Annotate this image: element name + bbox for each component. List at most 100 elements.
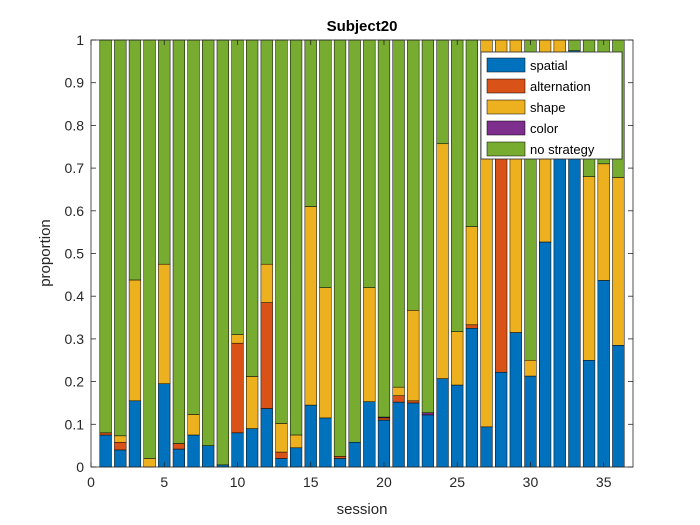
bar-segment-alternation-session-12 (260, 302, 273, 409)
bar-segment-spatial-session-27 (480, 426, 493, 468)
bar-segment-spatial-session-7 (187, 434, 200, 468)
bar-segment-alternation-session-2 (114, 441, 127, 451)
bar-segment-no-strategy-session-5 (158, 39, 171, 265)
x-tick-label: 10 (230, 474, 246, 490)
y-tick-label: 0.2 (65, 374, 85, 390)
bar-segment-spatial-session-1 (99, 434, 112, 468)
bar-segment-alternation-session-20 (377, 417, 391, 421)
bar-segment-no-strategy-session-12 (260, 39, 273, 265)
bar-segment-alternation-session-26 (465, 324, 478, 329)
bar-segment-no-strategy-session-25 (451, 39, 464, 332)
bar-segment-shape-session-7 (187, 414, 200, 436)
x-tick-label: 5 (160, 474, 168, 490)
bar-segment-spatial-session-11 (246, 428, 259, 468)
legend-label-no-strategy: no strategy (530, 142, 595, 157)
bar-segment-spatial-session-17 (333, 458, 347, 468)
bar-segment-alternation-session-28 (495, 144, 508, 373)
bar-segment-spatial-session-12 (260, 408, 273, 468)
bar-segment-no-strategy-session-6 (172, 39, 185, 444)
y-tick-label: 0.7 (65, 160, 85, 176)
bar-segment-shape-session-2 (114, 435, 127, 443)
bar-segment-alternation-session-10 (231, 342, 244, 434)
bar-segment-shape-session-16 (319, 287, 332, 419)
y-tick-label: 0 (76, 459, 84, 475)
legend-swatch-shape (486, 99, 526, 115)
bar-segment-no-strategy-session-9 (216, 39, 229, 466)
bar-segment-shape-session-21 (392, 386, 405, 396)
x-tick-label: 30 (523, 474, 539, 490)
bar-segment-spatial-session-19 (363, 401, 376, 468)
bar-segment-no-strategy-session-19 (363, 39, 376, 288)
legend-swatch-alternation (486, 78, 526, 94)
bar-segment-spatial-session-6 (172, 448, 185, 468)
bar-segment-no-strategy-session-22 (407, 39, 420, 311)
bar-segment-no-strategy-session-33 (568, 39, 581, 51)
axes-group: 0 5 10 15 20 25 30 35 0 0.1 0.2 0.3 0.4 0.5 0.6 0.7 0.8 0… (65, 32, 633, 490)
bar-segment-spatial-session-22 (407, 402, 420, 468)
bar-segment-spatial-session-15 (304, 404, 317, 468)
x-tick-label: 15 (303, 474, 319, 490)
bar-segment-spatial-session-28 (495, 371, 508, 468)
bar-segment-shape-session-25 (451, 331, 464, 386)
bar-segment-spatial-session-18 (348, 441, 361, 468)
legend-label-alternation: alternation (530, 79, 591, 94)
bar-segment-no-strategy-session-21 (392, 39, 405, 388)
bar-segment-shape-session-14 (289, 434, 303, 449)
legend: spatial alternation shape color no strategy (480, 51, 623, 160)
bar-segment-spatial-session-13 (275, 458, 288, 468)
bar-segment-spatial-session-14 (289, 447, 303, 468)
bar-segment-no-strategy-session-14 (289, 39, 303, 436)
bar-segment-spatial-session-34 (582, 360, 596, 468)
bar-segment-shape-session-36 (612, 177, 625, 346)
bar-segment-spatial-session-2 (114, 449, 127, 468)
bar-segment-shape-session-19 (363, 287, 376, 402)
bar-segment-spatial-session-3 (128, 400, 142, 468)
bar-segment-shape-session-34 (582, 176, 596, 361)
bar-segment-no-strategy-session-23 (421, 39, 435, 414)
bar-segment-no-strategy-session-1 (99, 39, 112, 434)
legend-swatch-spatial (486, 57, 526, 73)
bar-segment-shape-session-4 (143, 458, 156, 468)
bar-segment-spatial-session-31 (539, 241, 552, 468)
bar-segment-no-strategy-session-3 (128, 39, 142, 281)
x-tick-label: 35 (596, 474, 612, 490)
y-tick-label: 0.6 (65, 203, 85, 219)
bar-segment-spatial-session-29 (509, 332, 522, 468)
bar-segment-no-strategy-session-10 (231, 39, 244, 335)
x-axis-label: session (337, 501, 388, 518)
y-tick-label: 0.5 (65, 246, 85, 262)
legend-label-spatial: spatial (530, 58, 568, 73)
x-tick-label: 25 (449, 474, 465, 490)
bar-segment-shape-session-15 (304, 206, 317, 406)
bar-segment-no-strategy-session-18 (348, 39, 361, 443)
bar-segment-no-strategy-session-17 (333, 39, 347, 457)
bar-segment-spatial-session-25 (451, 384, 464, 468)
legend-swatch-color (486, 120, 526, 136)
bar-segment-shape-session-5 (158, 263, 171, 384)
y-tick-label: 0.8 (65, 117, 85, 133)
bar-segment-alternation-session-6 (172, 443, 185, 450)
bar-segment-shape-session-24 (436, 143, 449, 379)
x-tick-label: 0 (87, 474, 95, 490)
bar-segment-no-strategy-session-15 (304, 39, 317, 207)
y-axis-label: proportion (37, 219, 54, 287)
bar-segment-no-strategy-session-26 (465, 39, 478, 227)
bar-segment-spatial-session-35 (597, 280, 610, 468)
bar-segment-spatial-session-23 (421, 414, 435, 468)
bar-segment-alternation-session-21 (392, 395, 405, 403)
bar-segment-shape-session-13 (275, 423, 288, 453)
bar-segment-no-strategy-session-24 (436, 39, 449, 145)
bar-segment-spatial-session-26 (465, 327, 478, 468)
bar-segment-shape-session-30 (524, 360, 537, 377)
y-tick-label: 0.1 (65, 416, 85, 432)
x-tick-label: 20 (376, 474, 392, 490)
y-tick-label: 0.4 (65, 288, 85, 304)
bar-segment-shape-session-11 (246, 376, 259, 429)
bar-segment-alternation-session-1 (99, 432, 112, 436)
bar-segment-no-strategy-session-7 (187, 39, 200, 415)
legend-swatch-no-strategy (486, 141, 526, 157)
bar-segment-no-strategy-session-13 (275, 39, 288, 424)
bar-segment-spatial-session-10 (231, 432, 244, 468)
chart-title: Subject20 (327, 18, 398, 35)
